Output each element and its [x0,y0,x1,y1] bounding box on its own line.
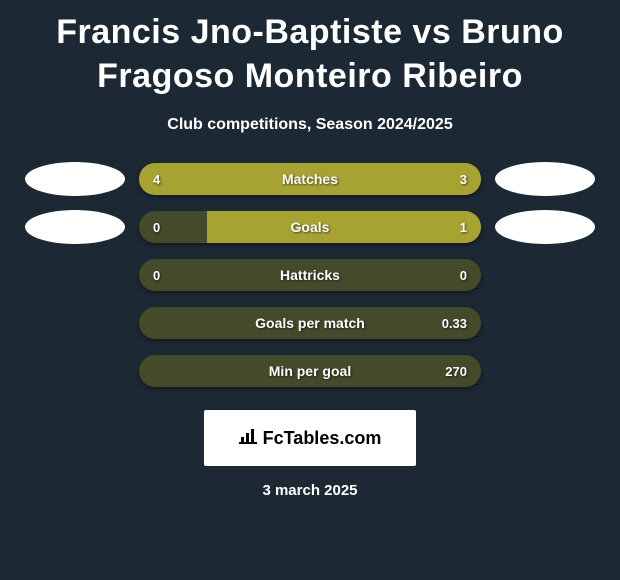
value-right: 270 [445,355,467,387]
value-right: 1 [460,211,467,243]
spacer [25,306,125,340]
value-right: 0.33 [442,307,467,339]
player1-badge [25,210,125,244]
stat-bar: Min per goal270 [139,355,481,387]
date-label: 3 march 2025 [262,482,357,499]
spacer [495,306,595,340]
stat-bar: 0Goals1 [139,211,481,243]
site-logo[interactable]: FcTables.com [204,410,416,466]
stat-label: Matches [139,163,481,195]
chart-icon [239,427,259,450]
stat-row: 4Matches3 [0,162,620,196]
spacer [495,258,595,292]
stat-label: Goals [139,211,481,243]
stat-label: Goals per match [139,307,481,339]
stat-label: Hattricks [139,259,481,291]
page-title: Francis Jno-Baptiste vs Bruno Fragoso Mo… [0,10,620,98]
bars-icon [239,427,259,445]
player2-badge [495,210,595,244]
player1-badge [25,162,125,196]
stat-bar: 4Matches3 [139,163,481,195]
stat-label: Min per goal [139,355,481,387]
stat-rows: 4Matches30Goals10Hattricks0Goals per mat… [0,162,620,388]
logo-text: FcTables.com [263,428,382,449]
spacer [495,354,595,388]
value-right: 0 [460,259,467,291]
stat-bar: Goals per match0.33 [139,307,481,339]
stat-row: 0Goals1 [0,210,620,244]
stat-row: Min per goal270 [0,354,620,388]
spacer [25,258,125,292]
stat-bar: 0Hattricks0 [139,259,481,291]
player2-badge [495,162,595,196]
subtitle: Club competitions, Season 2024/2025 [167,116,452,134]
spacer [25,354,125,388]
stat-row: Goals per match0.33 [0,306,620,340]
comparison-card: Francis Jno-Baptiste vs Bruno Fragoso Mo… [0,0,620,499]
value-right: 3 [460,163,467,195]
stat-row: 0Hattricks0 [0,258,620,292]
